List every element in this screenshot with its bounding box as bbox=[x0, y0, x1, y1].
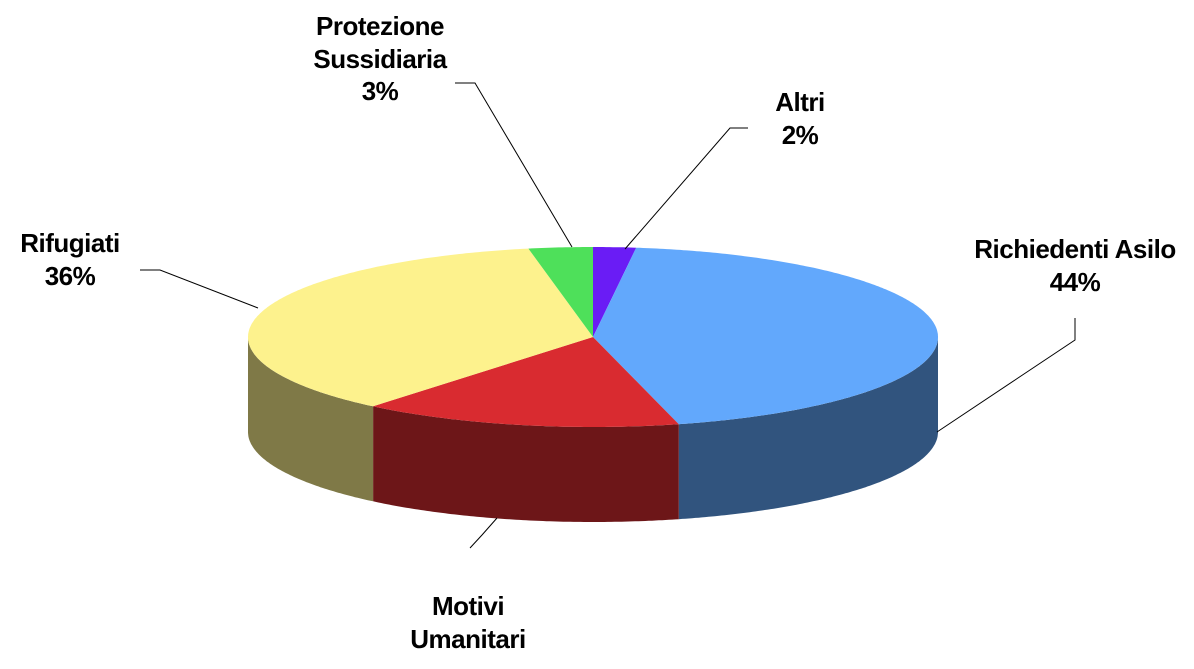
category-label: Motivi Umanitari bbox=[410, 591, 526, 654]
slice-side bbox=[678, 337, 938, 520]
slice-label: Altri 2% bbox=[725, 86, 875, 151]
leader-line bbox=[140, 269, 259, 309]
category-label: Altri bbox=[775, 87, 825, 117]
category-label: Rifugiati bbox=[20, 228, 120, 258]
slices bbox=[248, 247, 938, 522]
slice-label: Motivi Umanitari bbox=[398, 590, 538, 655]
slice-side bbox=[248, 337, 374, 502]
category-label: Richiedenti Asilo bbox=[974, 234, 1176, 264]
slice-side bbox=[373, 406, 679, 522]
value-label: 2% bbox=[781, 119, 819, 150]
leader-line bbox=[455, 82, 573, 248]
leader-line bbox=[624, 127, 748, 250]
slice-label: Protezione Sussidiaria 3% bbox=[295, 10, 465, 108]
slice bbox=[248, 248, 593, 407]
slice-label: Rifugiati 36% bbox=[0, 227, 140, 292]
value-label: 44% bbox=[1049, 266, 1101, 297]
slice bbox=[593, 247, 938, 425]
slice bbox=[373, 337, 679, 427]
category-label: Protezione Sussidiaria bbox=[313, 11, 447, 74]
slice-label: Richiedenti Asilo 44% bbox=[945, 233, 1194, 298]
slice bbox=[528, 247, 593, 337]
leader-line bbox=[469, 517, 498, 549]
leader-line bbox=[936, 318, 1076, 433]
slice bbox=[593, 247, 637, 337]
value-label: 36% bbox=[44, 260, 96, 291]
value-label: 3% bbox=[361, 76, 399, 106]
